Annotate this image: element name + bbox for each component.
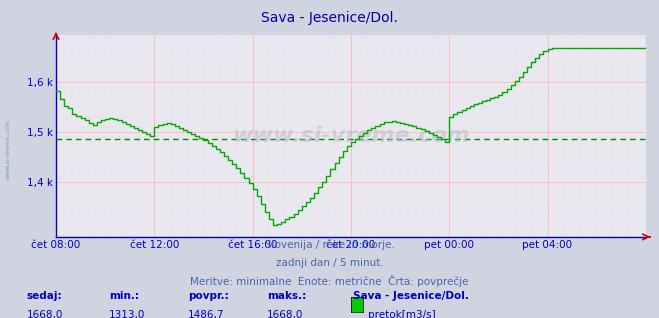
Text: pretok[m3/s]: pretok[m3/s] bbox=[368, 310, 436, 318]
Text: povpr.:: povpr.: bbox=[188, 291, 229, 301]
Text: Sava - Jesenice/Dol.: Sava - Jesenice/Dol. bbox=[353, 291, 469, 301]
Text: zadnji dan / 5 minut.: zadnji dan / 5 minut. bbox=[275, 258, 384, 267]
Text: www.si-vreme.com: www.si-vreme.com bbox=[5, 120, 11, 179]
Text: 1313,0: 1313,0 bbox=[109, 310, 145, 318]
Text: maks.:: maks.: bbox=[267, 291, 306, 301]
Text: Meritve: minimalne  Enote: metrične  Črta: povprečje: Meritve: minimalne Enote: metrične Črta:… bbox=[190, 275, 469, 287]
Text: 1668,0: 1668,0 bbox=[26, 310, 63, 318]
Text: 1486,7: 1486,7 bbox=[188, 310, 224, 318]
Text: min.:: min.: bbox=[109, 291, 139, 301]
Text: Slovenija / reke in morje.: Slovenija / reke in morje. bbox=[264, 240, 395, 250]
Text: Sava - Jesenice/Dol.: Sava - Jesenice/Dol. bbox=[261, 11, 398, 25]
Text: sedaj:: sedaj: bbox=[26, 291, 62, 301]
Text: 1668,0: 1668,0 bbox=[267, 310, 303, 318]
Text: www.si-vreme.com: www.si-vreme.com bbox=[232, 126, 470, 146]
